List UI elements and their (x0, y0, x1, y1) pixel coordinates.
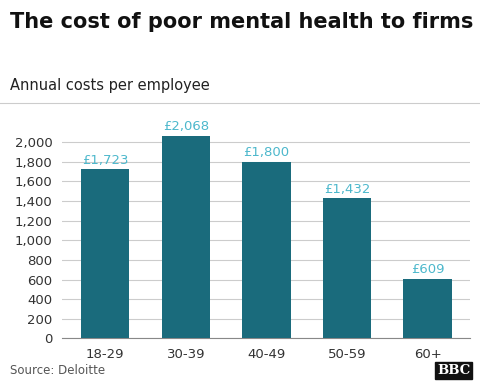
Text: £1,432: £1,432 (324, 182, 370, 196)
Bar (162, 136, 210, 338)
Text: £1,800: £1,800 (243, 146, 289, 159)
Bar (404, 279, 452, 338)
Text: £1,723: £1,723 (82, 154, 128, 167)
Text: £2,068: £2,068 (163, 120, 209, 133)
Bar (81, 170, 129, 338)
Text: BBC: BBC (437, 364, 470, 377)
Bar (242, 162, 290, 338)
Text: £609: £609 (411, 263, 444, 276)
Text: Annual costs per employee: Annual costs per employee (10, 78, 209, 93)
Text: The cost of poor mental health to firms: The cost of poor mental health to firms (10, 12, 473, 32)
Text: Source: Deloitte: Source: Deloitte (10, 364, 105, 377)
Bar (323, 198, 371, 338)
